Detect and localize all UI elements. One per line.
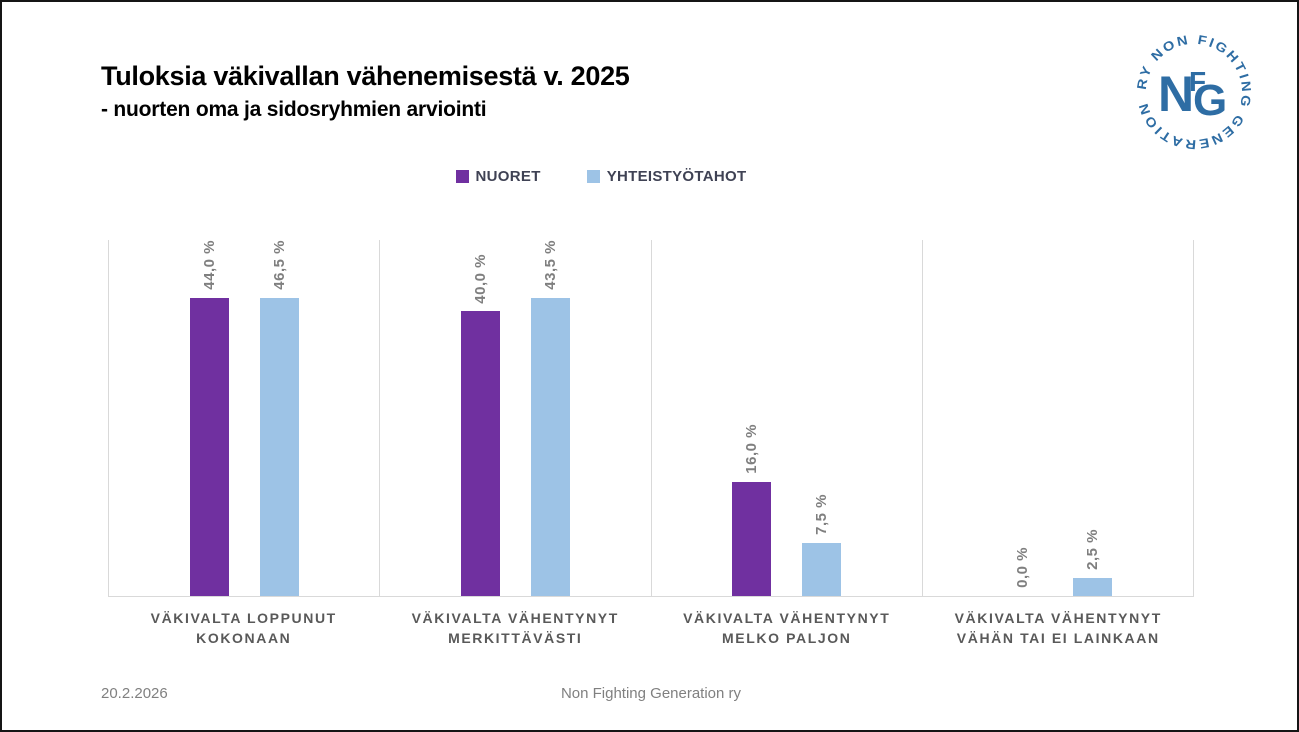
title-block: Tuloksia väkivallan vähenemisestä v. 202… bbox=[101, 60, 630, 122]
bar-value-label: 7,5 % bbox=[813, 493, 831, 535]
bar-group-2: 40,0 % 43,5 % bbox=[379, 240, 650, 596]
legend-swatch-yhteistyotahot bbox=[586, 170, 600, 183]
legend-label-nuoret: NUORET bbox=[475, 168, 541, 185]
bar-group-3: 16,0 % 7,5 % bbox=[650, 240, 922, 596]
logo-monogram: N F G bbox=[1158, 66, 1227, 125]
legend-label-yhteistyotahot: YHTEISTYÖTAHOT bbox=[606, 168, 747, 185]
bar-group-1: 44,0 % 46,5 % bbox=[108, 240, 379, 596]
bar-value-label: 2,5 % bbox=[1084, 529, 1102, 571]
category-label-1: VÄKIVALTA LOPPUNUT KOKONAAN bbox=[150, 610, 337, 646]
category-label-3: VÄKIVALTA VÄHENTYNYT MELKO PALJON bbox=[683, 610, 891, 646]
bar bbox=[802, 542, 842, 596]
page-subtitle: - nuorten oma ja sidosryhmien arviointi bbox=[101, 97, 487, 121]
legend-item-nuoret: NUORET bbox=[455, 168, 541, 185]
bar bbox=[1073, 578, 1113, 596]
svg-text:N: N bbox=[1158, 66, 1194, 122]
bar-column: 0,0 % bbox=[1003, 240, 1042, 596]
bar bbox=[732, 482, 772, 596]
nfg-logo-icon: RY NON FIGHTING GENERATION N F G bbox=[1134, 32, 1253, 152]
plot-area: 44,0 % 46,5 % 40,0 % 43,5 % 16,0 % 7,5 % 0,0 %… bbox=[108, 240, 1194, 597]
category-label-2: VÄKIVALTA VÄHENTYNYT MERKITTÄVÄSTI bbox=[411, 610, 619, 646]
nfg-logo: RY NON FIGHTING GENERATION N F G bbox=[1130, 27, 1258, 155]
bar bbox=[259, 297, 299, 596]
bar bbox=[530, 297, 570, 596]
bar-value-label: 16,0 % bbox=[743, 424, 761, 475]
bar-group-4: 0,0 % 2,5 % bbox=[921, 240, 1194, 596]
chart-legend: NUORET YHTEISTYÖTAHOT bbox=[58, 168, 1144, 185]
bar-value-label: 40,0 % bbox=[471, 253, 489, 304]
bar bbox=[460, 311, 500, 596]
bar-column: 43,5 % bbox=[530, 240, 570, 596]
bar-column: 7,5 % bbox=[802, 240, 842, 596]
legend-item-yhteistyotahot: YHTEISTYÖTAHOT bbox=[586, 168, 747, 185]
bar-column: 2,5 % bbox=[1073, 240, 1113, 596]
bar-column: 44,0 % bbox=[189, 240, 229, 596]
category-axis: VÄKIVALTA LOPPUNUT KOKONAAN VÄKIVALTA VÄHE… bbox=[108, 608, 1194, 648]
category-label-4: VÄKIVALTA VÄHENTYNYT VÄHÄN TAI EI LAINKAA… bbox=[954, 610, 1162, 646]
svg-text:G: G bbox=[1193, 76, 1227, 125]
page-title: Tuloksia väkivallan vähenemisestä v. 202… bbox=[101, 61, 630, 91]
legend-swatch-nuoret bbox=[455, 170, 469, 183]
bar-value-label: 46,5 % bbox=[270, 240, 288, 290]
bar-column: 16,0 % bbox=[732, 240, 772, 596]
bar-value-label: 0,0 % bbox=[1014, 547, 1032, 588]
bar-column: 40,0 % bbox=[460, 240, 500, 596]
bar-value-label: 44,0 % bbox=[200, 240, 218, 290]
svg-text:F: F bbox=[1189, 66, 1206, 97]
bar bbox=[189, 297, 229, 596]
bar-value-label: 43,5 % bbox=[541, 240, 559, 290]
footer-date: 20.2.2026 bbox=[101, 685, 168, 702]
bar-column: 46,5 % bbox=[259, 240, 299, 596]
footer-organization: Non Fighting Generation ry bbox=[560, 685, 742, 702]
